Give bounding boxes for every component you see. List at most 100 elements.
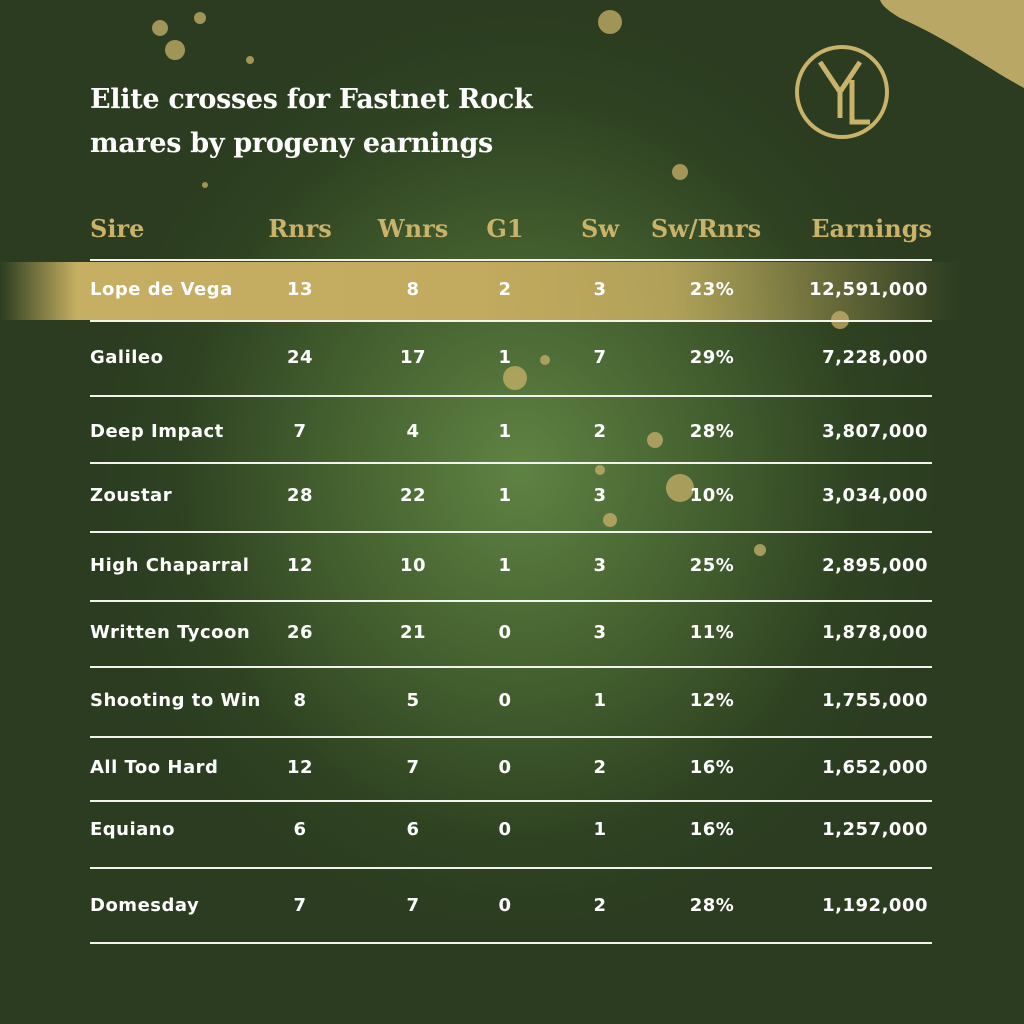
table-cell: 2 [593, 757, 607, 778]
table-cell: 26 [286, 622, 314, 643]
table-cell: 10 [399, 555, 427, 576]
row-divider [90, 462, 932, 464]
table-cell: 3 [593, 485, 607, 506]
logo [795, 45, 889, 139]
table-cell: 0 [498, 690, 512, 711]
table-cell: 1 [498, 485, 512, 506]
table-cell: 4 [406, 421, 420, 442]
table-cell: 7,228,000 [822, 347, 928, 368]
table-cell: 1 [498, 347, 512, 368]
table-cell: 16% [689, 757, 735, 778]
column-header: Wnrs [377, 214, 449, 243]
row-divider [90, 942, 932, 944]
table-cell: 8 [406, 279, 420, 300]
sire-name: Galileo [90, 347, 164, 368]
table-cell: 25% [689, 555, 735, 576]
column-header: Earnings [811, 214, 932, 243]
splatter [672, 164, 688, 180]
table-cell: 12 [286, 555, 314, 576]
table-cell: 7 [293, 421, 307, 442]
table-cell: 7 [593, 347, 607, 368]
table-cell: 1 [498, 555, 512, 576]
splatter [503, 366, 527, 390]
table-cell: 10% [689, 485, 735, 506]
splatter [647, 432, 663, 448]
table-cell: 28 [286, 485, 314, 506]
row-divider [90, 395, 932, 397]
table-cell: 12% [689, 690, 735, 711]
table-cell: 3,807,000 [822, 421, 928, 442]
title-line: mares by progeny earnings [90, 128, 493, 159]
table-cell: 12,591,000 [809, 279, 928, 300]
row-divider [90, 800, 932, 802]
table-cell: 1,878,000 [822, 622, 928, 643]
table-cell: 28% [689, 895, 735, 916]
table-cell: 1 [593, 690, 607, 711]
sire-name: Deep Impact [90, 421, 224, 442]
splatter [666, 474, 694, 502]
table-cell: 13 [286, 279, 314, 300]
splatter [246, 56, 254, 64]
column-header: Sire [90, 214, 145, 243]
table-cell: 7 [293, 895, 307, 916]
sire-name: Equiano [90, 819, 175, 840]
row-divider [90, 600, 932, 602]
sire-name: All Too Hard [90, 757, 219, 778]
table-cell: 28% [689, 421, 735, 442]
sire-name: Shooting to Win [90, 690, 261, 711]
table-cell: 1,257,000 [822, 819, 928, 840]
table-cell: 5 [406, 690, 420, 711]
table-cell: 2,895,000 [822, 555, 928, 576]
sire-name: Written Tycoon [90, 622, 251, 643]
column-header: Sw/Rnrs [650, 214, 762, 243]
table-cell: 1,192,000 [822, 895, 928, 916]
table-cell: 6 [406, 819, 420, 840]
sire-name: Domesday [90, 895, 200, 916]
table-cell: 0 [498, 622, 512, 643]
table-cell: 2 [593, 421, 607, 442]
row-divider [90, 736, 932, 738]
row-divider [90, 531, 932, 533]
table-cell: 16% [689, 819, 735, 840]
gold-brush [880, 0, 1024, 88]
table-cell: 1,652,000 [822, 757, 928, 778]
splatter [165, 40, 185, 60]
table-cell: 6 [293, 819, 307, 840]
column-header: G1 [486, 214, 524, 243]
row-divider [90, 666, 932, 668]
table-cell: 23% [689, 279, 735, 300]
table-cell: 7 [406, 895, 420, 916]
table-cell: 11% [689, 622, 735, 643]
table-cell: 17 [399, 347, 427, 368]
splatter [595, 465, 605, 475]
column-header: Rnrs [268, 214, 332, 243]
table-cell: 3,034,000 [822, 485, 928, 506]
table-cell: 2 [593, 895, 607, 916]
table-cell: 1 [593, 819, 607, 840]
table-cell: 22 [399, 485, 427, 506]
table-cell: 3 [593, 555, 607, 576]
splatter [598, 10, 622, 34]
table-cell: 8 [293, 690, 307, 711]
highlight-band [0, 262, 960, 320]
sire-name: High Chaparral [90, 555, 250, 576]
table-cell: 2 [498, 279, 512, 300]
table-cell: 3 [593, 622, 607, 643]
title-line: Elite crosses for Fastnet Rock [90, 84, 533, 115]
table-cell: 29% [689, 347, 735, 368]
table-cell: 21 [399, 622, 427, 643]
splatter [202, 182, 208, 188]
table-cell: 0 [498, 819, 512, 840]
splatter [754, 544, 766, 556]
splatter [152, 20, 168, 36]
splatter [540, 355, 550, 365]
table-cell: 0 [498, 895, 512, 916]
table-cell: 1 [498, 421, 512, 442]
table-cell: 0 [498, 757, 512, 778]
sire-name: Lope de Vega [90, 279, 233, 300]
splatter [194, 12, 206, 24]
splatter [603, 513, 617, 527]
table-cell: 1,755,000 [822, 690, 928, 711]
table-cell: 3 [593, 279, 607, 300]
